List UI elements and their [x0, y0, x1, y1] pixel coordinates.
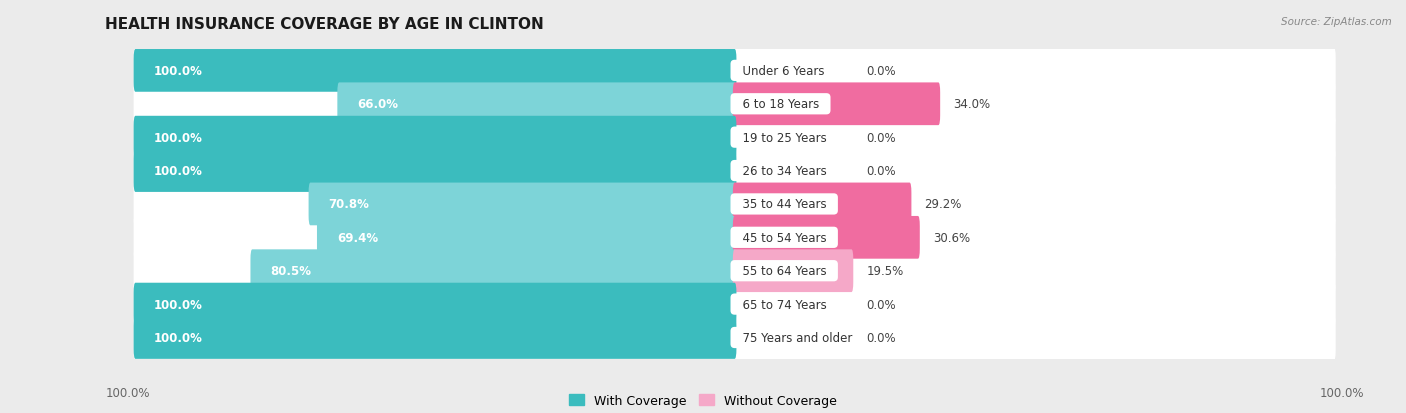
FancyBboxPatch shape — [337, 83, 737, 126]
FancyBboxPatch shape — [134, 181, 1336, 228]
Text: 19.5%: 19.5% — [866, 265, 904, 278]
FancyBboxPatch shape — [134, 248, 1336, 294]
Text: 100.0%: 100.0% — [153, 298, 202, 311]
FancyBboxPatch shape — [134, 148, 1336, 194]
FancyBboxPatch shape — [308, 183, 737, 226]
Text: 80.5%: 80.5% — [270, 265, 311, 278]
Text: 65 to 74 Years: 65 to 74 Years — [734, 298, 834, 311]
Text: 0.0%: 0.0% — [866, 165, 896, 178]
Text: 100.0%: 100.0% — [1319, 386, 1364, 399]
Text: Source: ZipAtlas.com: Source: ZipAtlas.com — [1281, 17, 1392, 26]
Text: 45 to 54 Years: 45 to 54 Years — [734, 231, 834, 244]
Text: 6 to 18 Years: 6 to 18 Years — [734, 98, 827, 111]
Text: 30.6%: 30.6% — [934, 231, 970, 244]
Text: 26 to 34 Years: 26 to 34 Years — [734, 165, 834, 178]
FancyBboxPatch shape — [250, 250, 737, 292]
FancyBboxPatch shape — [134, 48, 1336, 94]
FancyBboxPatch shape — [134, 283, 737, 326]
Text: 0.0%: 0.0% — [866, 331, 896, 344]
FancyBboxPatch shape — [134, 81, 1336, 128]
FancyBboxPatch shape — [134, 316, 737, 359]
Text: 0.0%: 0.0% — [866, 65, 896, 78]
Text: 100.0%: 100.0% — [153, 331, 202, 344]
Text: 66.0%: 66.0% — [357, 98, 398, 111]
Text: 34.0%: 34.0% — [953, 98, 990, 111]
Text: 0.0%: 0.0% — [866, 131, 896, 144]
Text: 35 to 44 Years: 35 to 44 Years — [734, 198, 834, 211]
FancyBboxPatch shape — [134, 315, 1336, 361]
Text: 100.0%: 100.0% — [105, 386, 150, 399]
FancyBboxPatch shape — [134, 150, 737, 192]
Text: Under 6 Years: Under 6 Years — [734, 65, 831, 78]
Legend: With Coverage, Without Coverage: With Coverage, Without Coverage — [569, 394, 837, 407]
FancyBboxPatch shape — [134, 116, 737, 159]
FancyBboxPatch shape — [733, 216, 920, 259]
Text: 0.0%: 0.0% — [866, 298, 896, 311]
Text: 55 to 64 Years: 55 to 64 Years — [734, 265, 834, 278]
Text: HEALTH INSURANCE COVERAGE BY AGE IN CLINTON: HEALTH INSURANCE COVERAGE BY AGE IN CLIN… — [105, 17, 544, 31]
Text: 100.0%: 100.0% — [153, 165, 202, 178]
FancyBboxPatch shape — [316, 216, 737, 259]
FancyBboxPatch shape — [134, 215, 1336, 261]
Text: 70.8%: 70.8% — [329, 198, 370, 211]
Text: 75 Years and older: 75 Years and older — [734, 331, 859, 344]
Text: 69.4%: 69.4% — [337, 231, 378, 244]
Text: 100.0%: 100.0% — [153, 65, 202, 78]
FancyBboxPatch shape — [134, 50, 737, 93]
FancyBboxPatch shape — [733, 250, 853, 292]
FancyBboxPatch shape — [733, 183, 911, 226]
FancyBboxPatch shape — [134, 281, 1336, 328]
FancyBboxPatch shape — [733, 83, 941, 126]
FancyBboxPatch shape — [134, 115, 1336, 161]
Text: 29.2%: 29.2% — [925, 198, 962, 211]
Text: 19 to 25 Years: 19 to 25 Years — [734, 131, 834, 144]
Text: 100.0%: 100.0% — [153, 131, 202, 144]
